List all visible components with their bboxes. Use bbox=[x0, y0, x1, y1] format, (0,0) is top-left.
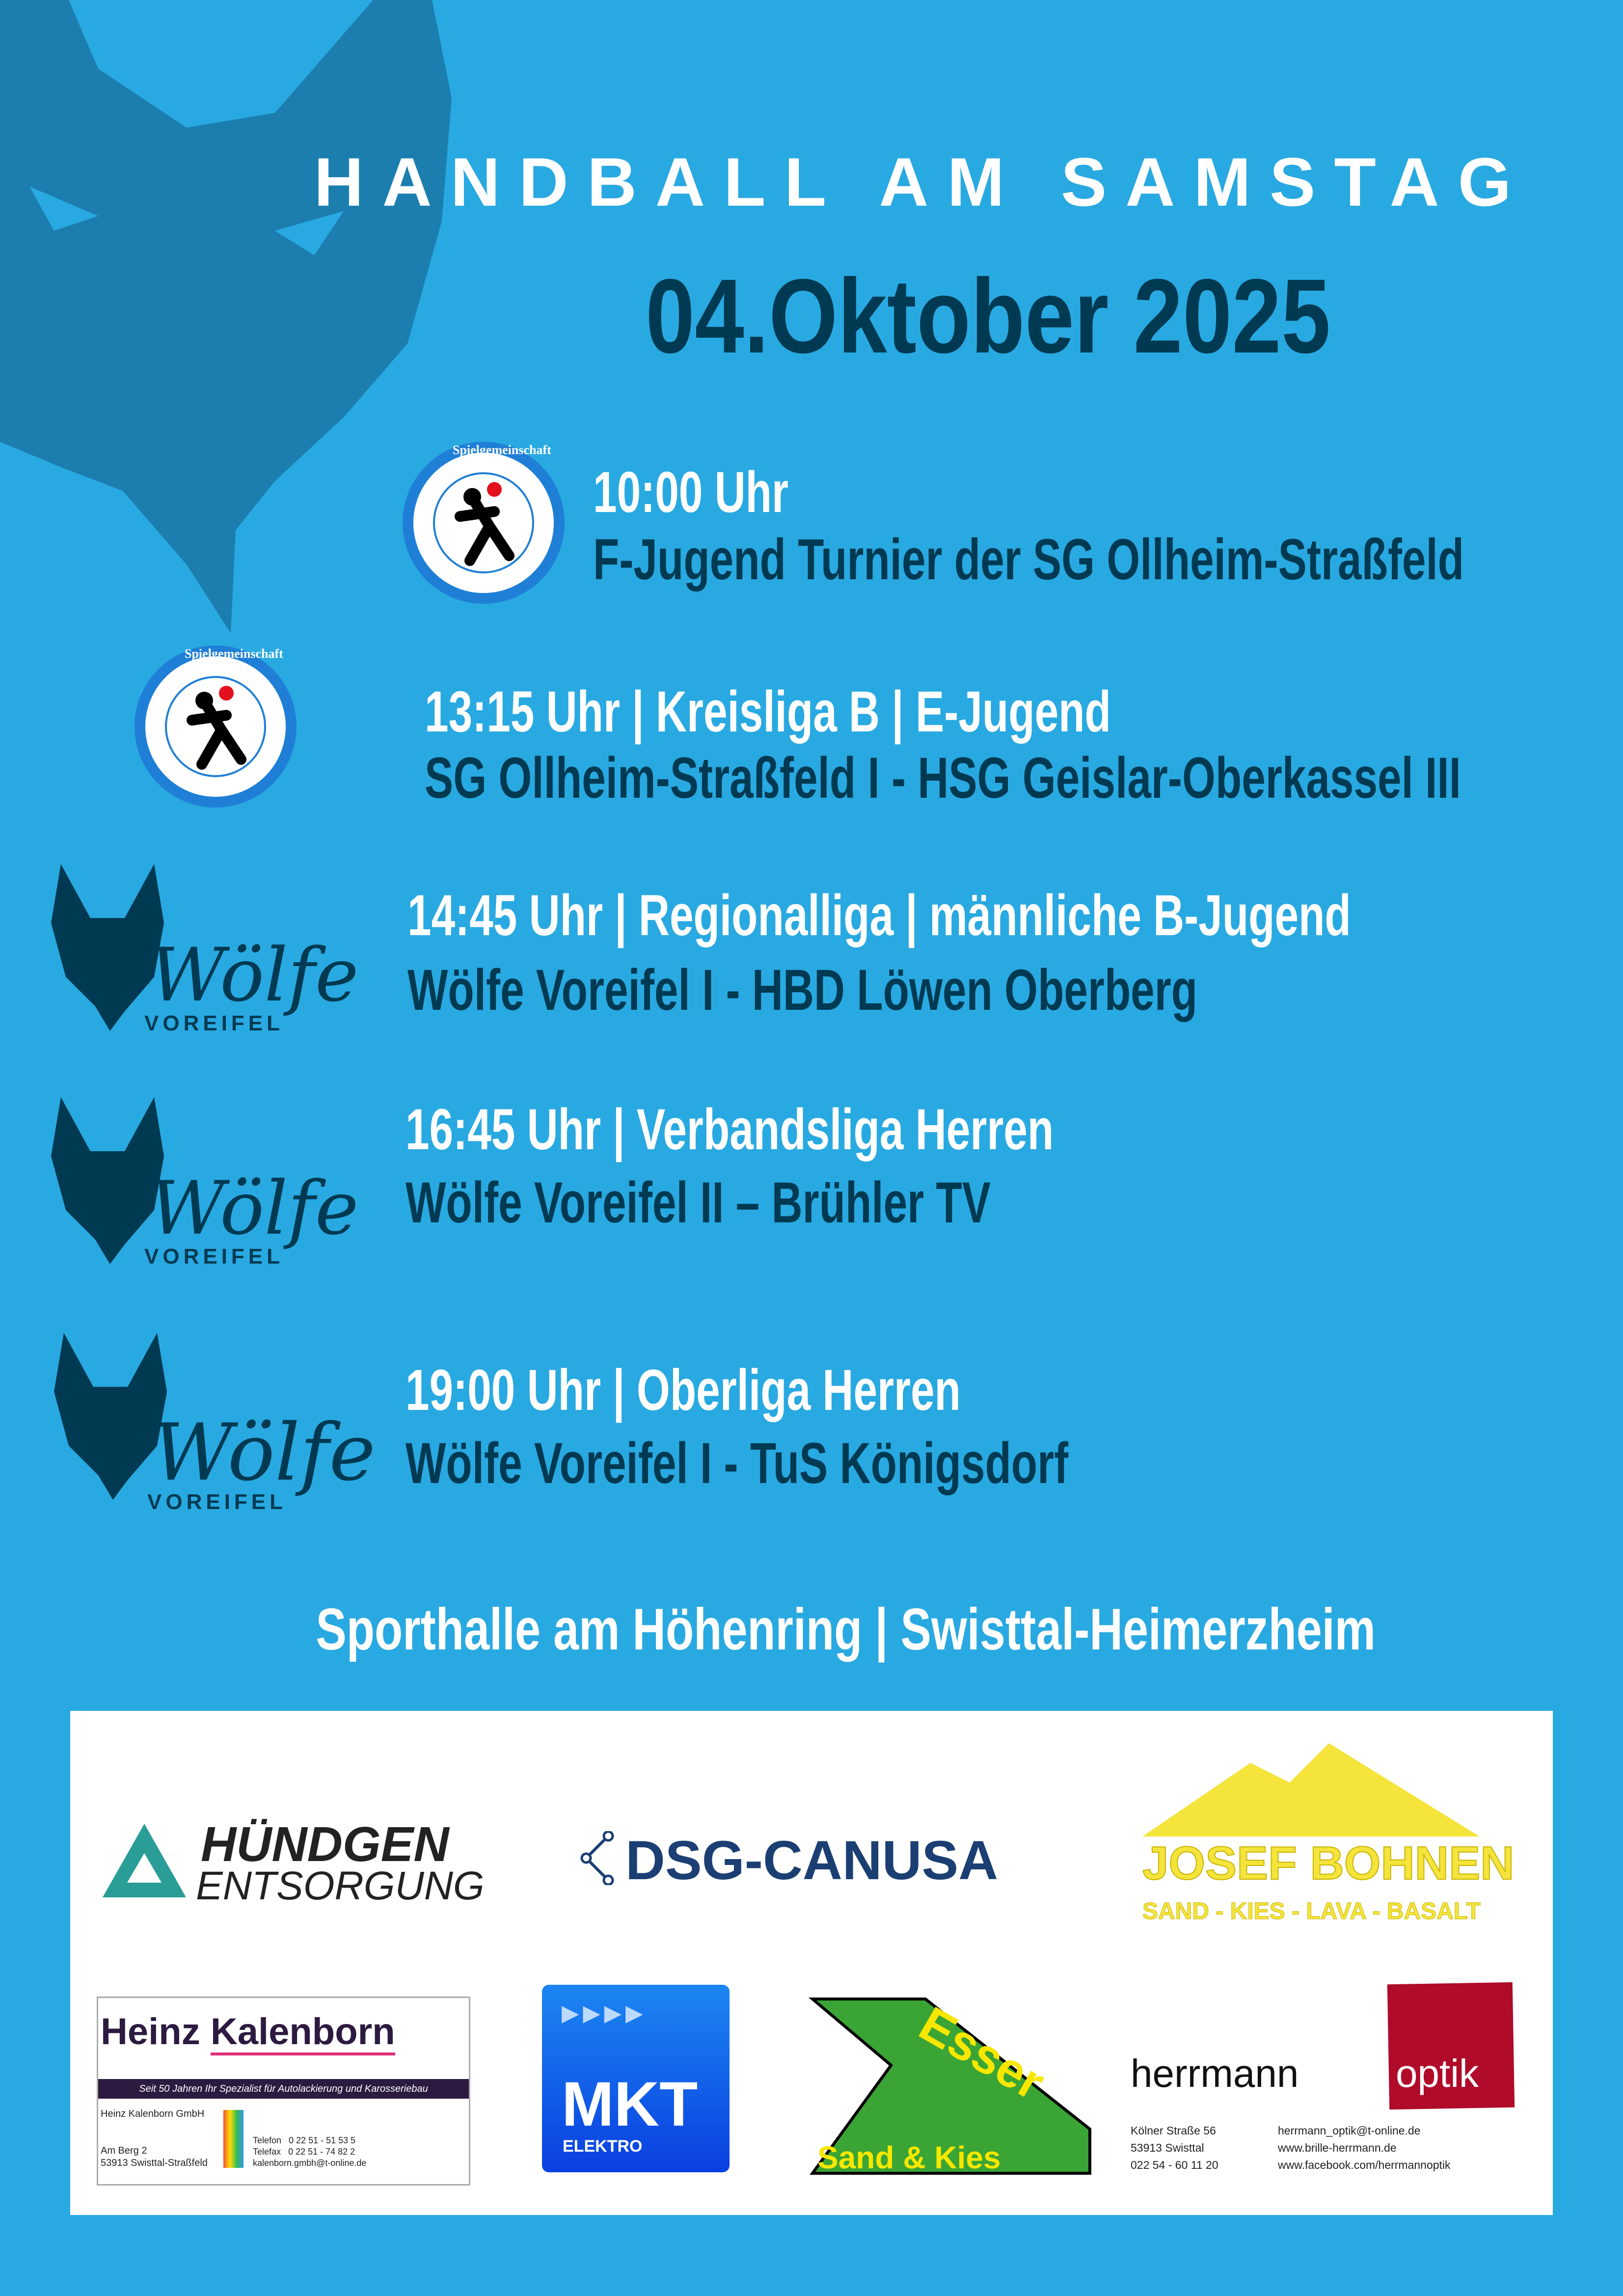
event-4-title: Wölfe Voreifel II – Brühler TV bbox=[406, 1170, 991, 1235]
wolf-icon bbox=[51, 1097, 164, 1264]
event-3-time: 14:45 Uhr | Regionalliga | männliche B-J… bbox=[407, 883, 1351, 948]
sponsor-panel: HÜNDGEN ENTSORGUNG DSG-CANUSA JOSEF BOHN… bbox=[70, 1711, 1553, 2215]
event-5-time: 19:00 Uhr | Oberliga Herren bbox=[406, 1358, 961, 1423]
sponsor-esser: Esser Sand & Kies bbox=[803, 1996, 1093, 2175]
event-2-title: SG Ollheim-Straßfeld I - HSG Geislar-Obe… bbox=[425, 746, 1461, 810]
car-badge-icon bbox=[223, 2110, 243, 2168]
wolf-head-background-icon bbox=[0, 0, 452, 633]
event-2-time: 13:15 Uhr | Kreisliga B | E-Jugend bbox=[425, 679, 1111, 744]
sponsor-kalenborn: Heinz Kalenborn Seit 50 Jahren Ihr Spezi… bbox=[97, 1997, 470, 2186]
sponsor-herrmann-optik: herrmann optik Kölner Straße 56 53913 Swi… bbox=[1128, 1977, 1515, 2171]
sponsor-josef-bohnen: JOSEF BOHNEN SAND - KIES - LAVA - BASALT bbox=[1142, 1743, 1515, 1935]
event-4-time: 16:45 Uhr | Verbandsliga Herren bbox=[406, 1097, 1054, 1162]
sg-logo: Spielgemeinschaft bbox=[135, 646, 297, 808]
woelfe-logo: Wölfe VOREIFEL bbox=[51, 864, 365, 1041]
woelfe-logo: Wölfe VOREIFEL bbox=[51, 1097, 365, 1274]
sponsor-huendgen: HÜNDGEN ENTSORGUNG bbox=[103, 1816, 505, 1908]
page-title: HANDBALL AM SAMSTAG bbox=[314, 143, 1530, 220]
mountains-icon bbox=[1142, 1743, 1480, 1837]
sponsor-mkt: ▶▶▶▶ MKT ELEKTRO bbox=[542, 1985, 730, 2172]
wolf-icon bbox=[54, 1333, 167, 1500]
event-date: 04.Oktober 2025 bbox=[646, 257, 1331, 375]
huendgen-triangle-icon bbox=[103, 1824, 186, 1897]
wolf-icon bbox=[51, 864, 164, 1031]
esser-ramp-icon bbox=[808, 1998, 1091, 2175]
sg-logo: Spielgemeinschaft bbox=[403, 442, 565, 604]
event-5-title: Wölfe Voreifel I - TuS Königsdorf bbox=[406, 1431, 1069, 1496]
play-arrows-icon: ▶▶▶▶ bbox=[562, 2000, 647, 2026]
venue: Sporthalle am Höhenring | Swisttal-Heime… bbox=[316, 1596, 1376, 1662]
woelfe-logo: Wölfe VOREIFEL bbox=[54, 1333, 376, 1514]
event-3-title: Wölfe Voreifel I - HBD Löwen Oberberg bbox=[407, 958, 1198, 1023]
share-nodes-icon bbox=[580, 1831, 614, 1885]
event-1-time: 10:00 Uhr bbox=[593, 460, 788, 525]
event-1-title: F-Jugend Turnier der SG Ollheim-Straßfel… bbox=[593, 527, 1464, 592]
